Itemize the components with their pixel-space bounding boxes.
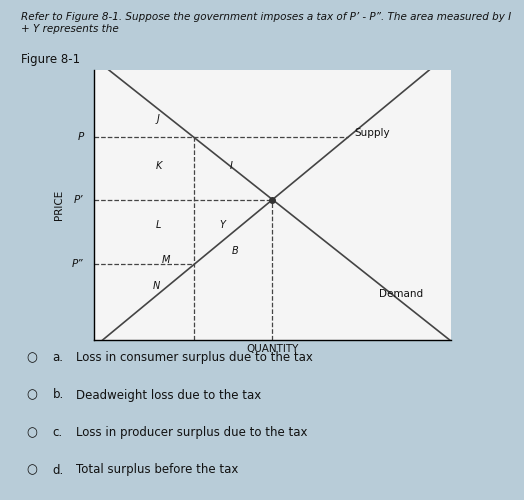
Text: ○: ○ (26, 388, 37, 402)
Text: Y: Y (220, 220, 226, 230)
Text: Loss in producer surplus due to the tax: Loss in producer surplus due to the tax (76, 426, 308, 439)
Text: P’: P’ (74, 194, 84, 204)
Text: PRICE: PRICE (53, 190, 64, 220)
Text: Demand: Demand (379, 290, 423, 300)
Text: b.: b. (52, 388, 63, 402)
Text: Loss in consumer surplus due to the tax: Loss in consumer surplus due to the tax (76, 351, 313, 364)
Text: ○: ○ (26, 464, 37, 476)
Text: ○: ○ (26, 351, 37, 364)
X-axis label: QUANTITY: QUANTITY (246, 344, 299, 354)
Text: J: J (157, 114, 160, 124)
Text: P”: P” (72, 260, 84, 270)
Text: d.: d. (52, 464, 63, 476)
Text: Total surplus before the tax: Total surplus before the tax (76, 464, 238, 476)
Text: B: B (232, 246, 238, 256)
Text: Refer to Figure 8-1. Suppose the government imposes a tax of P’ - P”. The area m: Refer to Figure 8-1. Suppose the governm… (21, 12, 511, 34)
Text: L: L (156, 220, 161, 230)
Text: M: M (161, 256, 170, 266)
Text: ○: ○ (26, 426, 37, 439)
Text: N: N (153, 281, 160, 291)
Text: Supply: Supply (354, 128, 390, 138)
Text: I: I (230, 161, 233, 171)
Text: c.: c. (52, 426, 62, 439)
Text: P: P (78, 132, 84, 142)
Text: K: K (155, 161, 161, 171)
Text: Deadweight loss due to the tax: Deadweight loss due to the tax (76, 388, 261, 402)
Text: Figure 8-1: Figure 8-1 (21, 52, 80, 66)
Text: a.: a. (52, 351, 63, 364)
